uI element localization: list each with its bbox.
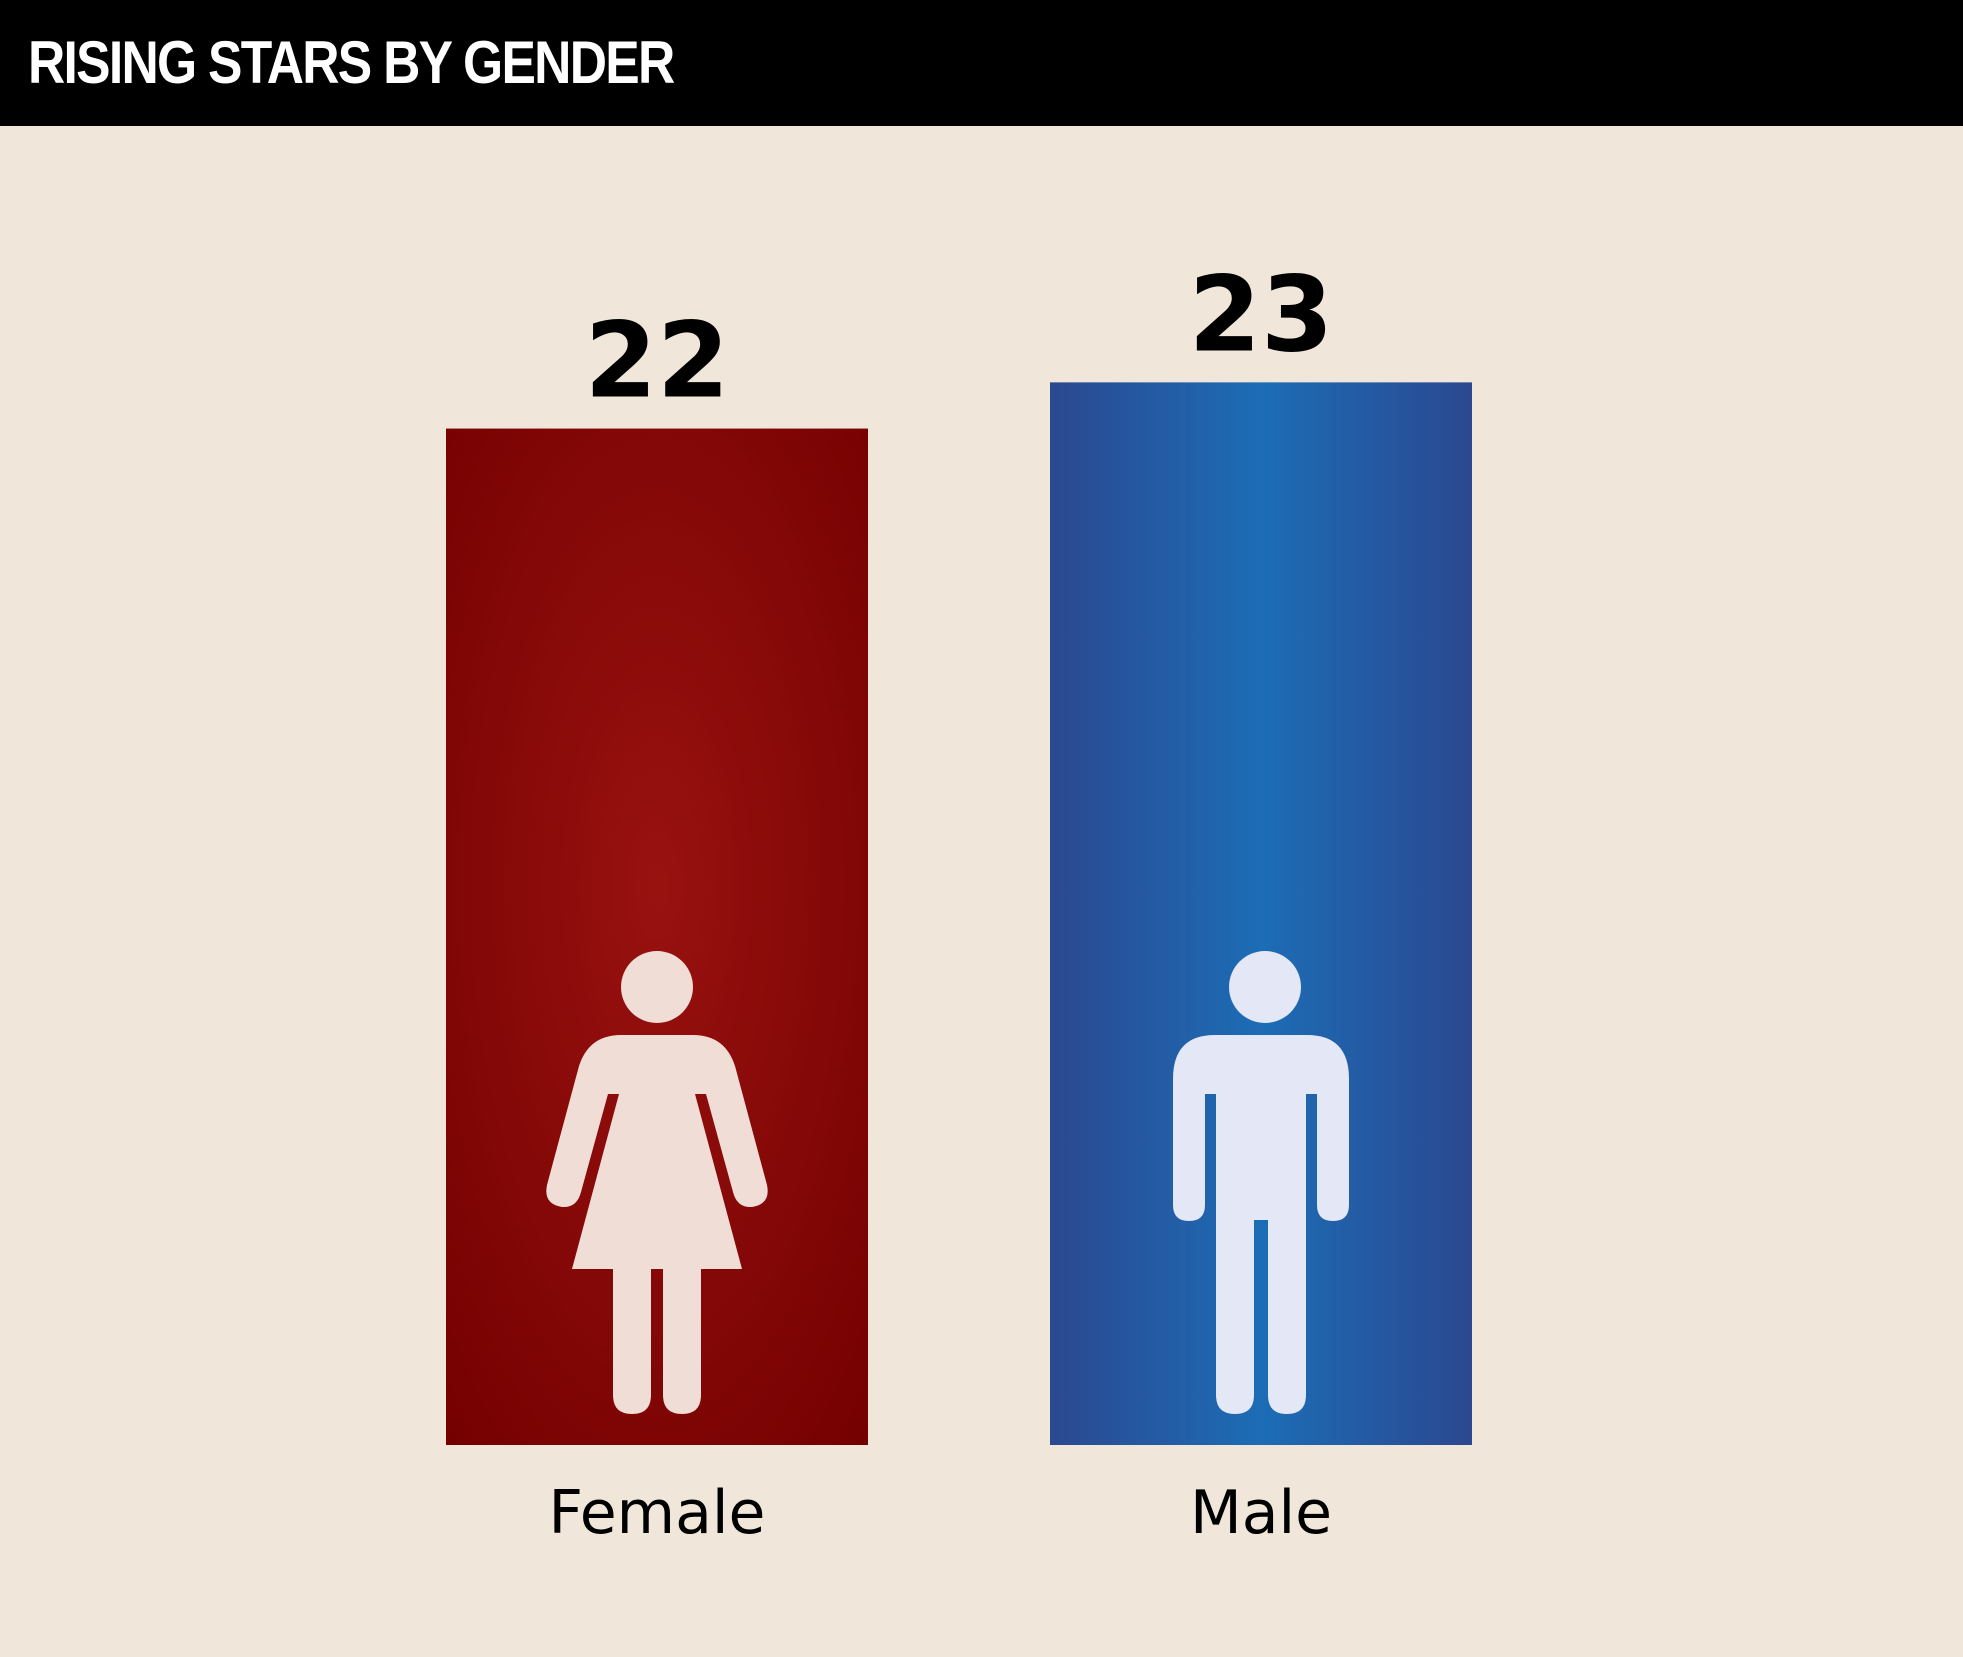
value-label-female: 22 (585, 300, 730, 422)
category-label-male: Male (1190, 1478, 1332, 1548)
title-bar: RISING STARS BY GENDER (0, 0, 1963, 126)
male-figure-icon (1173, 951, 1349, 1414)
bars-layer (446, 382, 1472, 1445)
bar-female (446, 428, 868, 1445)
bar-male (1050, 382, 1472, 1445)
female-figure-icon (546, 951, 768, 1414)
chart-title: RISING STARS BY GENDER (28, 29, 675, 96)
icons-layer (546, 951, 1349, 1414)
category-label-female: Female (549, 1478, 766, 1548)
value-label-male: 23 (1189, 253, 1334, 375)
labels-layer: 22 Female 23 Male (549, 253, 1334, 1548)
